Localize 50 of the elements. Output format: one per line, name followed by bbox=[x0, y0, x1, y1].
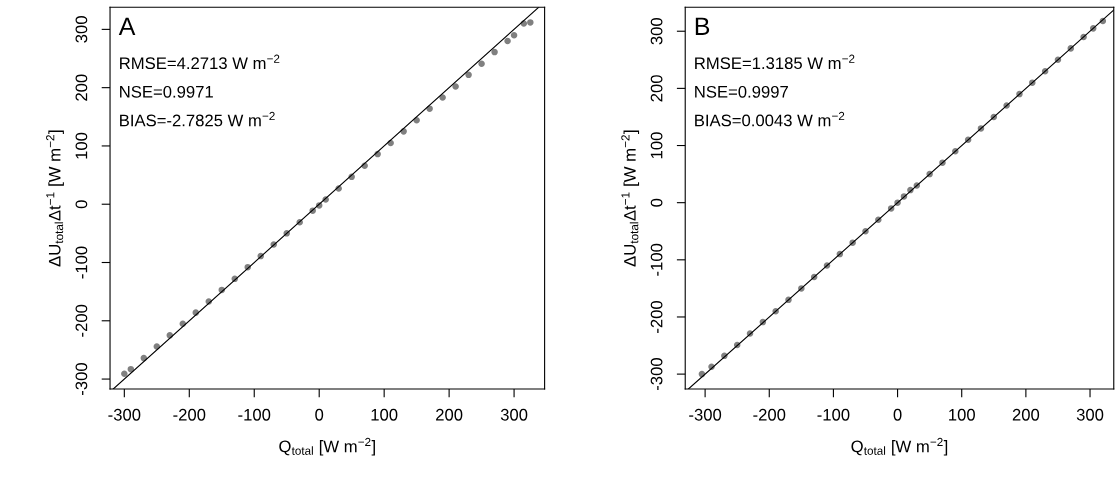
x-tick-label: 200 bbox=[436, 408, 463, 421]
y-tick-label: 0 bbox=[75, 200, 88, 209]
x-tick-label: -300 bbox=[108, 408, 141, 421]
annotation: NSE=0.9997 bbox=[695, 85, 788, 98]
annotation: NSE=0.9971 bbox=[120, 85, 213, 98]
x-tick-label: -100 bbox=[817, 408, 850, 421]
x-tick-label: -300 bbox=[689, 408, 722, 421]
annotation: A bbox=[118, 17, 136, 35]
x-axis-title: Q$_{total}$ [W m$^{−2}$] bbox=[851, 437, 948, 456]
x-tick-label: -200 bbox=[753, 408, 786, 421]
y-tick-label: -300 bbox=[650, 358, 663, 391]
y-tick-label: 100 bbox=[650, 132, 663, 159]
point bbox=[504, 37, 511, 45]
y-axis-title: ΔU$_{total}$Δt$^{−1}$ [W m$^{−2}$] bbox=[46, 130, 64, 267]
point bbox=[439, 94, 446, 101]
x-tick-label: -100 bbox=[238, 408, 271, 421]
x-tick-label: 0 bbox=[315, 408, 324, 421]
y-tick-label: 200 bbox=[75, 74, 88, 101]
point bbox=[510, 31, 518, 39]
y-tick-label: 300 bbox=[650, 17, 663, 45]
y-axis-title: ΔU$_{total}$Δt$^{−1}$ [W m$^{−2}$] bbox=[621, 130, 640, 267]
point bbox=[121, 370, 128, 378]
point bbox=[478, 60, 485, 68]
annotation: BIAS=0.0043 W m$^{−2}$ bbox=[695, 111, 845, 127]
y-tick-label: -100 bbox=[650, 243, 663, 276]
annotation: BIAS=-2.7825 W m$^{−2}$ bbox=[120, 111, 275, 127]
point bbox=[452, 83, 459, 90]
annotation: B bbox=[695, 17, 710, 35]
y-tick-label: -200 bbox=[75, 304, 88, 337]
y-tick-label: -200 bbox=[650, 300, 663, 333]
x-tick-label: 200 bbox=[1012, 408, 1040, 421]
x-axis-title: Q$_{total}$ [W m$^{−2}$] bbox=[279, 437, 375, 456]
point bbox=[491, 48, 498, 56]
x-tick-label: 100 bbox=[949, 408, 975, 421]
x-tick-label: -200 bbox=[173, 408, 206, 421]
x-tick-label: 100 bbox=[371, 408, 398, 421]
y-tick-label: 100 bbox=[75, 132, 88, 159]
x-tick-label: 0 bbox=[893, 408, 902, 421]
y-tick-label: -300 bbox=[75, 363, 88, 395]
x-tick-label: 300 bbox=[500, 408, 528, 421]
point bbox=[527, 19, 534, 26]
point bbox=[127, 365, 135, 373]
y-tick-label: 300 bbox=[75, 16, 88, 43]
y-tick-label: 0 bbox=[650, 198, 663, 207]
y-tick-label: -100 bbox=[75, 246, 88, 279]
x-tick-label: 300 bbox=[1076, 408, 1104, 421]
annotation: RMSE=4.2713 W m$^{−2}$ bbox=[120, 54, 280, 70]
point bbox=[465, 71, 472, 79]
annotation: RMSE=1.3185 W m$^{−2}$ bbox=[695, 54, 855, 70]
y-tick-label: 200 bbox=[650, 75, 663, 102]
